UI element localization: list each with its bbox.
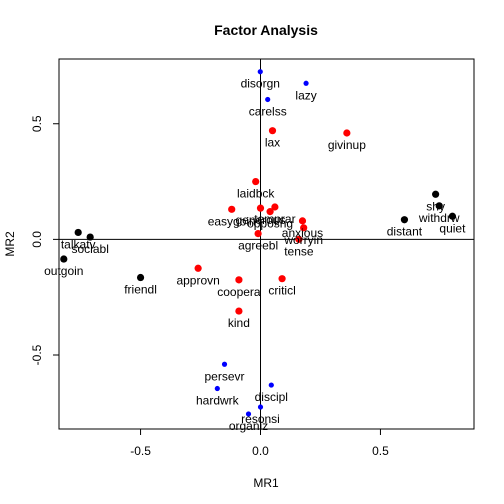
data-point — [268, 382, 274, 388]
point-label: carelss — [249, 104, 287, 118]
data-point — [298, 217, 307, 225]
y-tick-label: -0.5 — [30, 344, 44, 365]
x-tick-label: 0.0 — [252, 444, 269, 458]
point-label: coopera — [217, 285, 261, 299]
data-point — [303, 80, 309, 86]
point-label: sociabl — [72, 242, 109, 256]
data-point — [343, 129, 351, 137]
data-point — [86, 233, 94, 241]
point-label: kind — [228, 316, 250, 330]
x-tick-label: -0.5 — [130, 444, 151, 458]
data-point — [228, 205, 236, 213]
data-point — [435, 202, 443, 210]
point-label: temprar — [254, 212, 295, 226]
data-point — [235, 276, 243, 284]
chart-title: Factor Analysis — [214, 22, 318, 38]
data-point — [245, 411, 252, 417]
x-axis-label: MR1 — [253, 476, 279, 490]
point-label: criticl — [268, 284, 295, 298]
point-label: disorgn — [241, 77, 280, 91]
point-label: distant — [387, 225, 423, 239]
data-point — [252, 177, 260, 186]
point-label: outgoin — [44, 264, 83, 278]
point-label: lax — [265, 136, 280, 150]
point-label: opposng — [247, 217, 293, 231]
x-axis: -0.5 0.0 0.5 — [130, 428, 389, 458]
point-label: laidbck — [237, 187, 275, 201]
point-label: easygoin — [208, 214, 256, 228]
point-label: hardwrk — [196, 394, 240, 408]
data-point — [300, 224, 308, 232]
point-label: withdrw — [418, 211, 460, 225]
data-point — [268, 127, 277, 135]
data-point — [265, 96, 271, 103]
data-point — [295, 235, 303, 243]
y-tick-label: 0.0 — [30, 231, 44, 248]
scatter-points — [60, 69, 457, 417]
point-label: worryin — [283, 233, 323, 247]
data-point — [221, 361, 228, 367]
point-label: givinup — [328, 138, 366, 152]
point-label: discipl — [255, 390, 288, 404]
data-point — [432, 190, 440, 198]
y-axis: -0.5 0.0 0.5 — [30, 115, 60, 365]
x-tick-label: 0.5 — [372, 444, 389, 458]
point-label: lazy — [295, 88, 316, 102]
data-point — [194, 264, 202, 272]
data-point — [256, 204, 265, 212]
point-label: approvn — [176, 273, 219, 287]
data-point — [257, 69, 263, 75]
point-label: persevr — [205, 369, 245, 383]
y-tick-label: 0.5 — [30, 115, 44, 132]
y-axis-label: MR2 — [3, 231, 17, 257]
point-label: friendl — [124, 283, 157, 297]
data-point — [74, 228, 82, 237]
point-label: talkatv — [61, 237, 96, 251]
data-point — [266, 208, 274, 216]
data-point — [235, 307, 243, 315]
point-label: quiet — [439, 221, 466, 235]
data-point — [254, 229, 262, 238]
point-label: tense — [284, 244, 314, 258]
reference-lines — [59, 59, 474, 429]
point-labels: disorgn lazy carelss lax givinup laidbck easyg… — [44, 77, 466, 433]
point-label: resonsi — [241, 412, 280, 426]
data-point — [400, 216, 409, 224]
point-label: agreebl — [238, 239, 278, 253]
data-point — [60, 255, 68, 263]
data-point — [271, 203, 279, 211]
point-label: anxious — [282, 226, 323, 240]
point-label: shy — [426, 199, 445, 213]
point-label: organiz — [229, 419, 268, 433]
data-point — [278, 275, 286, 283]
data-point — [257, 404, 264, 410]
point-label: generous — [235, 213, 285, 227]
data-point — [448, 212, 457, 220]
data-point — [136, 273, 145, 282]
data-point — [214, 385, 220, 392]
